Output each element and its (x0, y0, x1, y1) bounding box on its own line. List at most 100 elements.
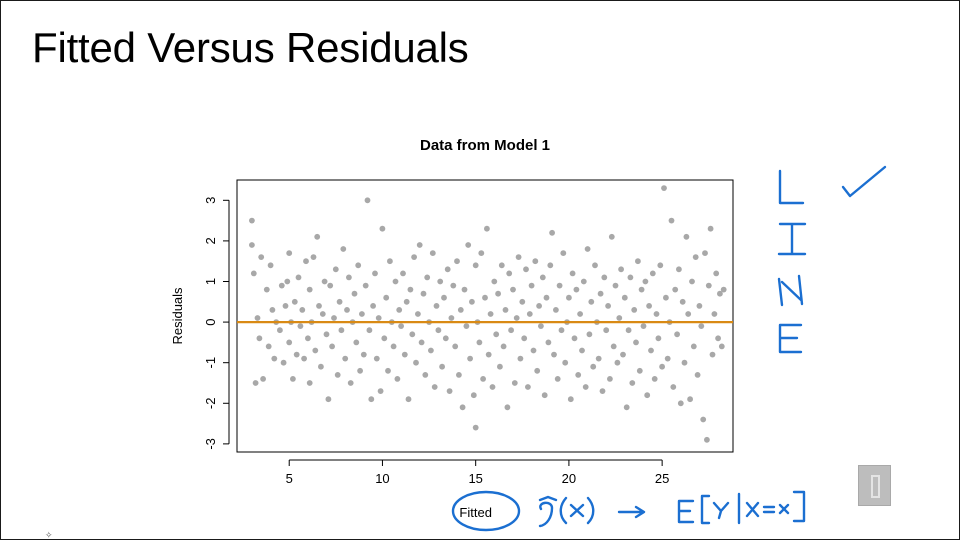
data-point (519, 298, 526, 305)
data-point (526, 311, 533, 317)
data-point (556, 282, 563, 289)
points-layer (249, 185, 727, 443)
data-point (493, 331, 500, 338)
data-point (690, 343, 697, 350)
data-point (448, 315, 455, 321)
data-point (603, 327, 610, 334)
data-point (312, 347, 319, 354)
y-tick-label: 2 (203, 237, 218, 244)
data-point (299, 307, 306, 313)
data-point (595, 355, 602, 362)
data-point (318, 363, 324, 370)
data-point (649, 270, 656, 277)
data-point (562, 359, 569, 366)
data-point (506, 270, 513, 277)
data-point (416, 242, 423, 248)
data-point (638, 286, 645, 293)
data-point (456, 372, 462, 378)
data-point (605, 303, 611, 309)
data-point (463, 323, 470, 329)
data-point (454, 258, 460, 265)
data-point (679, 298, 686, 305)
data-point (250, 270, 257, 277)
data-point (480, 376, 486, 382)
data-point (314, 233, 321, 240)
logo-i-glyph (871, 475, 880, 498)
data-point (681, 359, 688, 366)
data-point (528, 282, 535, 289)
data-point (370, 303, 376, 309)
data-point (457, 307, 464, 313)
data-point (592, 262, 598, 269)
data-point (704, 436, 710, 443)
data-point (521, 335, 528, 342)
data-point (648, 347, 654, 354)
data-point (295, 274, 302, 281)
data-point (500, 343, 507, 350)
data-point (599, 388, 606, 394)
data-point (532, 258, 539, 265)
data-point (429, 250, 436, 256)
data-point (381, 335, 388, 342)
data-point (651, 376, 658, 382)
data-point (575, 372, 582, 378)
data-point (677, 400, 684, 407)
data-point (709, 351, 716, 358)
data-point (303, 258, 309, 265)
data-point (696, 303, 703, 309)
data-point (653, 311, 660, 317)
x-axis-label: Fitted (459, 505, 492, 520)
data-point (554, 376, 561, 382)
data-point (664, 355, 671, 362)
data-point (560, 250, 567, 256)
data-point (588, 298, 595, 305)
data-point (306, 380, 313, 386)
data-point (420, 290, 427, 297)
data-point (536, 303, 542, 309)
data-point (441, 294, 447, 301)
data-point (661, 185, 667, 192)
data-point (422, 372, 429, 378)
data-point (401, 351, 408, 358)
data-point (517, 355, 524, 362)
data-point (558, 327, 565, 334)
data-point (713, 270, 720, 277)
data-point (407, 286, 414, 293)
data-point (620, 351, 626, 358)
data-point (290, 376, 296, 382)
data-point (470, 392, 477, 399)
data-point (616, 315, 623, 321)
data-point (627, 274, 634, 281)
data-point (545, 339, 552, 346)
data-point (491, 278, 498, 285)
data-point (442, 335, 449, 342)
data-point (249, 217, 255, 224)
data-point (323, 331, 330, 338)
data-point (282, 303, 289, 309)
data-point (342, 355, 349, 362)
data-point (720, 286, 727, 293)
data-point (539, 274, 546, 281)
data-point (508, 327, 514, 334)
data-point (614, 359, 621, 366)
data-point (689, 278, 695, 285)
data-point (390, 343, 397, 350)
data-point (715, 335, 721, 342)
data-point (510, 286, 516, 293)
data-point (523, 266, 529, 273)
x-axis: 5 10 15 20 25 Fitted (286, 459, 669, 520)
data-point (392, 278, 399, 285)
data-point (310, 254, 317, 260)
data-point (694, 372, 701, 378)
data-point (485, 351, 492, 358)
data-point (504, 404, 511, 411)
data-point (629, 380, 636, 386)
data-point (525, 384, 531, 390)
y-tick-label: 1 (203, 278, 218, 285)
plot-box (236, 179, 734, 453)
data-point (379, 225, 386, 232)
data-point (670, 384, 677, 390)
data-point (659, 363, 665, 370)
data-point (698, 323, 705, 329)
